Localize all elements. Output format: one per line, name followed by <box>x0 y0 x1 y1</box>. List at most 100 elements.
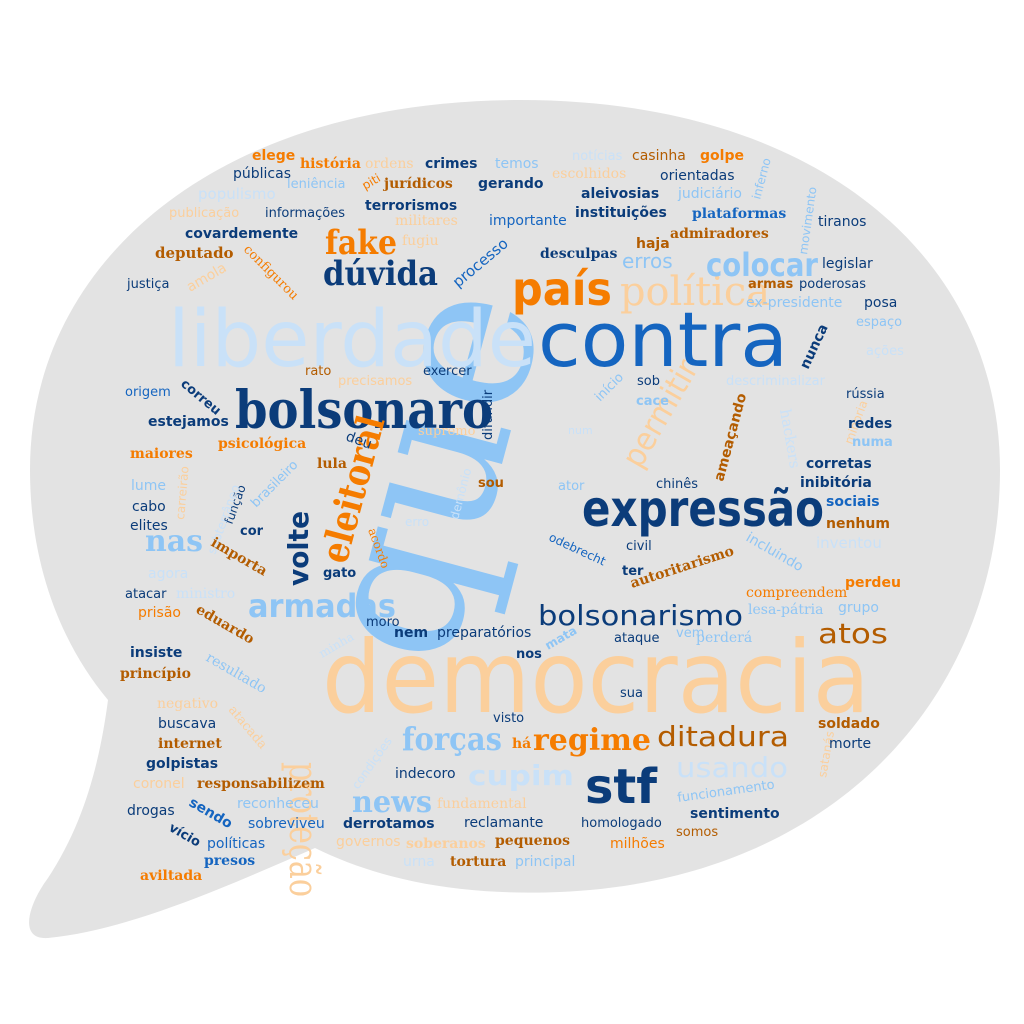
word-inventou: inventou <box>816 534 882 552</box>
word-golpe: golpe <box>700 148 744 164</box>
word-atos: atos <box>818 617 888 650</box>
word-posa: posa <box>864 295 897 311</box>
word-politica: política <box>620 269 770 315</box>
word-espaco: espaço <box>856 315 902 330</box>
word-moro: moro <box>366 615 400 630</box>
word-desculpas: desculpas <box>540 246 617 262</box>
word-milhoes: milhões <box>610 836 665 852</box>
word-terrorismos: terrorismos <box>365 198 457 214</box>
word-importante: importante <box>489 213 567 229</box>
word-derrotamos: derrotamos <box>343 816 435 832</box>
word-nos: nos <box>516 647 542 662</box>
word-negativo: negativo <box>157 696 218 712</box>
word-noticias: notícias <box>572 149 623 164</box>
word-estejamos: estejamos <box>148 414 229 430</box>
word-reclamante: reclamante <box>464 815 543 831</box>
word-ator: ator <box>558 479 585 494</box>
word-principio: princípio <box>120 666 191 682</box>
word-tortura: tortura <box>450 854 506 870</box>
word-carreirao: carreirão <box>173 466 192 521</box>
word-presos: presos <box>204 853 255 869</box>
word-covardemente: covardemente <box>185 226 298 242</box>
word-democracia: democracia <box>322 619 870 736</box>
word-fundamental: fundamental <box>437 796 527 812</box>
word-informacoes: informações <box>265 206 345 221</box>
word-ministro: ministro <box>176 586 235 602</box>
word-regime: regime <box>533 723 651 758</box>
word-lula: lula <box>317 456 347 472</box>
word-fake: fake <box>325 223 397 263</box>
word-chines: chinês <box>656 477 698 492</box>
word-militares: militares <box>395 213 458 229</box>
word-cabo: cabo <box>132 499 166 515</box>
word-elites: elites <box>130 518 168 534</box>
word-cupim: cupim <box>468 759 574 792</box>
word-nas: nas <box>145 524 203 559</box>
word-elege: elege <box>252 148 295 164</box>
word-supremo: supremo <box>418 424 476 439</box>
word-colocar: colocar <box>706 246 818 284</box>
word-coronel: coronel <box>133 776 185 792</box>
word-morte: morte <box>829 736 871 752</box>
word-acoes: ações <box>866 344 904 359</box>
word-soberanos: soberanos <box>406 836 486 852</box>
word-agora: agora <box>148 566 188 582</box>
word-drogas: drogas <box>127 803 175 819</box>
word-erros: erros <box>622 249 673 273</box>
word-sobreviveu: sobreviveu <box>248 816 325 832</box>
word-justica: justiça <box>126 277 169 292</box>
word-judiciario: judiciário <box>677 186 742 202</box>
word-lume: lume <box>131 478 166 494</box>
word-nem: nem <box>394 625 428 641</box>
word-armadas: armadas <box>248 587 396 625</box>
word-politicas: políticas <box>207 836 265 852</box>
word-russia: rússia <box>846 387 885 402</box>
word-erro: erro <box>405 515 429 529</box>
word-sou: sou <box>478 476 504 491</box>
word-liberdade: liberdade <box>168 295 536 385</box>
word-reconheceu: reconheceu <box>237 796 319 812</box>
word-escolhidos: escolhidos <box>552 166 626 182</box>
speech-bubble-shape <box>29 100 1000 939</box>
word-historia: história <box>300 156 361 172</box>
word-perdera: perderá <box>696 630 752 646</box>
word-contra: contra <box>538 295 788 384</box>
word-usando: usando <box>676 751 788 784</box>
word-publicas: públicas <box>233 166 291 182</box>
word-rato: rato <box>305 364 331 379</box>
word-cace: cace <box>636 394 669 409</box>
word-admiradores: admiradores <box>670 226 769 242</box>
word-descriminalizar: descriminalizar <box>726 374 826 389</box>
word-armas: armas <box>748 277 794 292</box>
word-tiranos: tiranos <box>818 214 866 230</box>
word-governos: governos <box>336 834 401 850</box>
word-pequenos: pequenos <box>495 833 570 849</box>
word-exercer: exercer <box>423 364 472 379</box>
word-somos: somos <box>676 825 718 840</box>
word-redes: redes <box>848 416 892 432</box>
word-corretas: corretas <box>806 456 872 472</box>
word-forcas: forças <box>402 720 502 758</box>
word-origem: origem <box>125 385 171 400</box>
word-sentimento: sentimento <box>690 806 780 822</box>
word-leniencia: leniência <box>287 177 345 192</box>
word-soldado: soldado <box>818 716 880 732</box>
word-aleivosias: aleivosias <box>581 186 659 202</box>
word-homologado: homologado <box>581 816 662 831</box>
word-buscava: buscava <box>158 716 216 732</box>
word-poderosas: poderosas <box>799 277 866 292</box>
word-cor: cor <box>240 524 264 539</box>
word-lesa_patria: lesa-pátria <box>748 602 823 618</box>
word-ha: há <box>512 736 531 752</box>
word-populismo: populismo <box>198 185 276 203</box>
word-pais: país <box>512 262 612 316</box>
word-numa: numa <box>852 435 893 450</box>
word-orientadas: orientadas <box>660 168 735 184</box>
word-bolsonaro: bolsonaro <box>235 380 493 441</box>
word-expressao: expressão <box>582 480 824 538</box>
word-nenhum: nenhum <box>826 516 890 532</box>
word-grupo: grupo <box>838 600 879 616</box>
word-stf: stf <box>585 759 658 815</box>
word-gerando: gerando <box>478 176 544 192</box>
word-aviltada: aviltada <box>140 868 202 884</box>
